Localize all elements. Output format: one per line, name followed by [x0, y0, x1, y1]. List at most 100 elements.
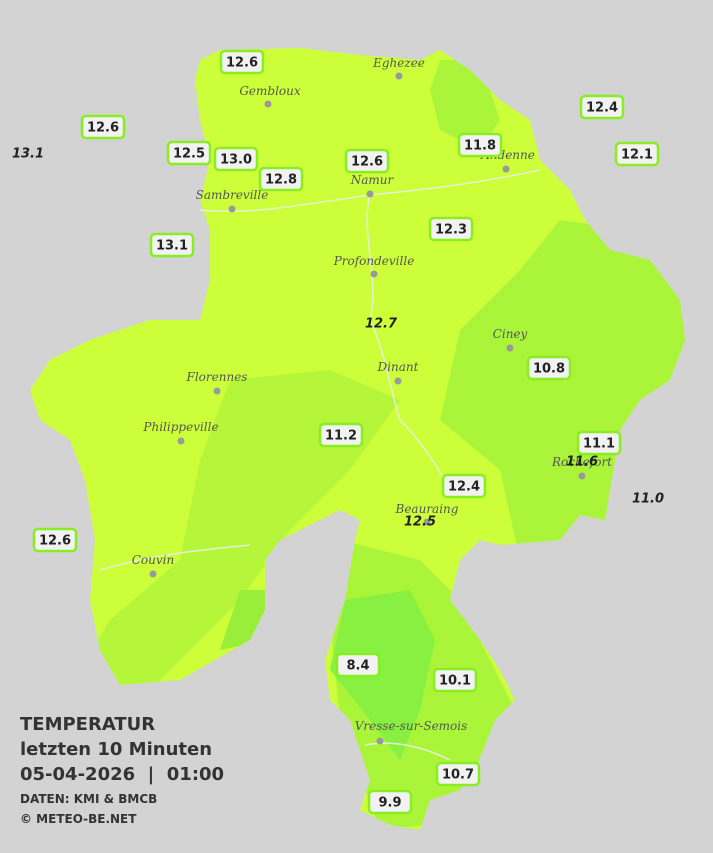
station-value: 12.6: [87, 121, 119, 136]
town-label: Sambreville: [196, 188, 269, 202]
zone: [60, 370, 400, 700]
station-box: [32, 527, 78, 553]
station-box: [457, 132, 503, 158]
town-label: Gembloux: [239, 84, 301, 98]
town-label: Vresse-sur-Semois: [355, 719, 468, 733]
town-dot: [177, 437, 185, 445]
town-dot: [228, 205, 236, 213]
station-value: 10.1: [439, 674, 471, 689]
town-dot: [366, 190, 374, 198]
station: 11.1: [576, 430, 622, 456]
station: 12.1: [614, 141, 660, 167]
station: 12.6: [344, 148, 390, 174]
zone: [330, 590, 435, 760]
town-label: Dinant: [377, 360, 419, 374]
station-value: 13.0: [220, 153, 252, 168]
town-label: Profondeville: [333, 254, 415, 268]
station: 12.4: [441, 473, 487, 499]
station-box: [219, 49, 265, 75]
town-dot: [376, 737, 384, 745]
station: 12.4: [579, 94, 625, 120]
station-value: 8.4: [346, 659, 369, 674]
river: [364, 742, 451, 761]
station-box: [432, 667, 478, 693]
station: 12.5: [404, 515, 436, 530]
station: 11.6: [566, 455, 598, 470]
town-dot: [149, 570, 157, 578]
station-value: 13.1: [156, 239, 188, 254]
station-box: [213, 146, 259, 172]
town-dot: [264, 100, 272, 108]
town-dot: [502, 165, 510, 173]
station: 11.0: [632, 492, 664, 507]
town-label: Couvin: [132, 553, 174, 567]
station: 12.3: [428, 216, 474, 242]
station-value: 12.4: [586, 101, 618, 116]
station-box: [149, 232, 195, 258]
legend-heading: TEMPERATUR: [20, 714, 155, 735]
station-box: [526, 355, 572, 381]
station: 13.0: [213, 146, 259, 172]
station: 10.1: [432, 667, 478, 693]
station-value: 12.5: [404, 515, 436, 530]
station-box: [576, 430, 622, 456]
station-box: [428, 216, 474, 242]
station: 12.5: [166, 140, 212, 166]
river: [366, 194, 451, 491]
station-value: 10.8: [533, 362, 565, 377]
town-label: Florennes: [186, 370, 248, 384]
station-value: 12.8: [265, 173, 297, 188]
station-value: 11.1: [583, 437, 615, 452]
town-dot: [213, 387, 221, 395]
station-value: 12.1: [621, 148, 653, 163]
town-dot: [506, 344, 514, 352]
town-dot: [370, 270, 378, 278]
station-box: [335, 652, 381, 678]
station-value: 11.8: [464, 139, 496, 154]
station-value: 9.9: [378, 796, 401, 811]
station: 12.6: [80, 114, 126, 140]
station: 10.7: [435, 761, 481, 787]
station-value: 12.6: [39, 534, 71, 549]
station-value: 12.4: [448, 480, 480, 495]
town-label: Eghezee: [372, 56, 425, 70]
station-value: 12.7: [365, 317, 398, 332]
station-value: 12.6: [351, 155, 383, 170]
town-dot: [578, 472, 586, 480]
station: 10.8: [526, 355, 572, 381]
station-value: 13.1: [12, 147, 44, 162]
station-value: 10.7: [442, 768, 474, 783]
station-box: [579, 94, 625, 120]
station-box: [441, 473, 487, 499]
station-value: 11.0: [632, 492, 664, 507]
station-box: [166, 140, 212, 166]
station: 12.7: [365, 317, 398, 332]
station-box: [318, 422, 364, 448]
station: 9.9: [367, 789, 413, 815]
station-value: 11.6: [566, 455, 598, 470]
station-value: 12.5: [173, 147, 205, 162]
station: 12.6: [32, 527, 78, 553]
legend-subtitle: letzten 10 Minuten: [20, 739, 212, 760]
town-label: Rochefort: [551, 455, 612, 469]
legend: TEMPERATUR letzten 10 Minuten 05-04-2026…: [20, 714, 224, 826]
station-value: 11.2: [325, 429, 357, 444]
legend-source: DATEN: KMI & BMCB: [20, 792, 157, 806]
station: 11.8: [457, 132, 503, 158]
station: 11.2: [318, 422, 364, 448]
station-value: 12.6: [226, 56, 258, 71]
station-box: [258, 166, 304, 192]
town-label: Philippeville: [142, 420, 218, 434]
station: 12.8: [258, 166, 304, 192]
town-label: Namur: [350, 173, 395, 187]
town-dot: [423, 518, 431, 526]
station-box: [435, 761, 481, 787]
town-dot: [394, 377, 402, 385]
town-label: Beauraing: [395, 502, 459, 516]
station: 12.6: [219, 49, 265, 75]
town-dot: [395, 72, 403, 80]
town-label: Ciney: [493, 327, 528, 341]
station: 8.4: [335, 652, 381, 678]
station-box: [344, 148, 390, 174]
